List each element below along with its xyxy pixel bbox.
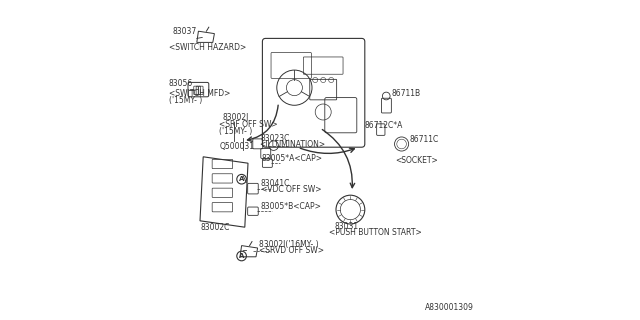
Text: A830001309: A830001309 <box>425 303 474 312</box>
Text: 83002I('16MY- ): 83002I('16MY- ) <box>259 240 318 249</box>
Text: <PUSH BUTTON START>: <PUSH BUTTON START> <box>329 228 422 237</box>
Text: 86711C: 86711C <box>410 135 439 144</box>
Text: <ILLUMINATION>: <ILLUMINATION> <box>259 140 325 149</box>
Text: 86711B: 86711B <box>392 89 421 98</box>
Text: 83005*A<CAP>: 83005*A<CAP> <box>262 154 323 163</box>
Text: 83031: 83031 <box>334 222 358 231</box>
FancyArrowPatch shape <box>248 105 278 141</box>
Text: Q500031: Q500031 <box>219 142 254 151</box>
Text: ('15MY- ): ('15MY- ) <box>219 127 252 136</box>
Text: <SWITCH MFD>: <SWITCH MFD> <box>169 89 230 98</box>
Text: 86712C*A: 86712C*A <box>365 121 403 130</box>
FancyArrowPatch shape <box>323 130 355 188</box>
Text: <SRVD OFF SW>: <SRVD OFF SW> <box>259 246 324 255</box>
Text: ('15MY- ): ('15MY- ) <box>169 96 202 105</box>
Text: <VDC OFF SW>: <VDC OFF SW> <box>261 185 321 194</box>
Text: <SRF OFF SW>: <SRF OFF SW> <box>219 120 278 129</box>
Text: 83023C: 83023C <box>261 134 290 143</box>
Text: 83037: 83037 <box>173 27 197 36</box>
Text: 83002J: 83002J <box>223 113 249 122</box>
Text: 83056: 83056 <box>169 79 193 88</box>
Text: 83002C: 83002C <box>201 223 230 232</box>
Text: <SWITCH HAZARD>: <SWITCH HAZARD> <box>169 43 246 52</box>
Text: 83005*B<CAP>: 83005*B<CAP> <box>261 202 322 211</box>
FancyArrowPatch shape <box>300 148 355 153</box>
Text: A: A <box>239 253 244 259</box>
Text: <SOCKET>: <SOCKET> <box>396 156 438 165</box>
Text: 83041C: 83041C <box>261 179 290 188</box>
Text: A: A <box>239 176 244 182</box>
